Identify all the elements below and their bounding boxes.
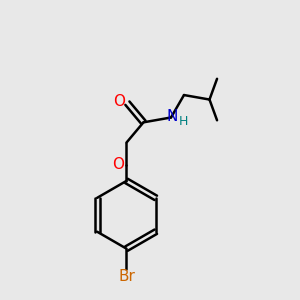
Text: Br: Br <box>118 269 135 284</box>
Text: O: O <box>113 94 125 109</box>
Text: O: O <box>112 157 124 172</box>
Text: H: H <box>179 115 188 128</box>
Text: N: N <box>167 109 178 124</box>
